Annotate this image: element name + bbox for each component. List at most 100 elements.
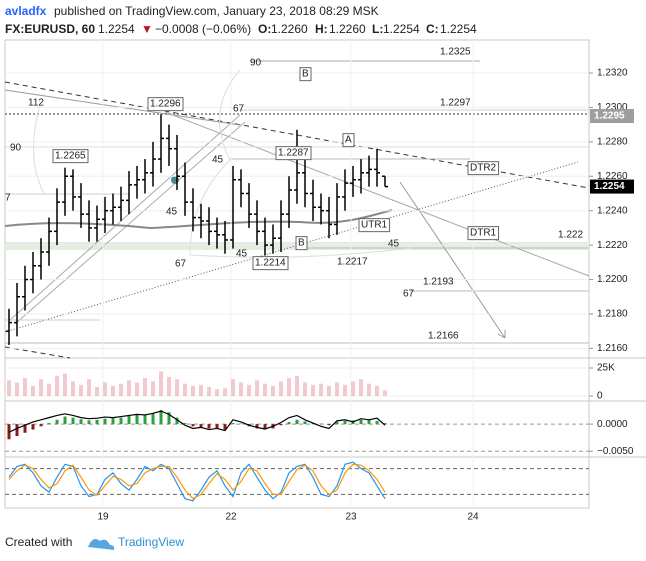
c-label: C: (426, 22, 439, 36)
volume-bar (151, 381, 155, 396)
y-tick-label: 1.2320 (597, 68, 628, 79)
marks: 1.21601.21801.22001.22201.22401.22601.22… (5, 40, 634, 523)
o-label: O: (258, 22, 271, 36)
quote-line: FX:EURUSD, 60 1.2254 ▼ −0.0008 (−0.06%) … (5, 22, 477, 36)
annotation: 1.2214 (255, 258, 286, 269)
histogram-bar (71, 417, 75, 425)
o: 1.2260 (271, 22, 308, 36)
h-label: H: (315, 22, 328, 36)
histogram-bar (207, 424, 211, 429)
volume-bar (135, 382, 139, 396)
volume-bar (319, 383, 323, 396)
annotation: 1.2265 (55, 151, 86, 162)
histogram-bar (87, 420, 91, 425)
annotation: A (345, 135, 352, 146)
histogram-bar (191, 424, 195, 427)
histogram-bar (167, 412, 171, 425)
annotation-box (295, 236, 308, 251)
volume-bar (87, 379, 91, 396)
volume-bar (159, 371, 163, 396)
histogram-bar (39, 424, 43, 427)
histogram-bar (295, 419, 299, 425)
annotation: 45 (166, 207, 178, 218)
last: 1.2254 (98, 22, 135, 36)
y-tick-label: 0.0000 (597, 419, 628, 430)
volume-bar (71, 381, 75, 396)
histogram-bar (279, 424, 283, 426)
volume-bar (231, 379, 235, 396)
volume-bar (183, 383, 187, 396)
y-tick-label: −0.0050 (597, 446, 634, 457)
histogram-bar (255, 424, 259, 429)
symbol: FX:EURUSD, 60 (5, 22, 95, 36)
volume-bar (207, 387, 211, 396)
published: published on TradingView.com, January 23… (54, 4, 379, 18)
annotation-box (252, 256, 289, 271)
annotation-box (342, 133, 355, 148)
histogram-bar (127, 416, 131, 425)
x-tick-label: 19 (97, 512, 109, 523)
price-label: 1.2295 (594, 111, 625, 122)
histogram-bar (175, 417, 179, 425)
annotation: 1.222 (558, 230, 583, 241)
annotation-box (299, 67, 312, 82)
volume-bar (223, 388, 227, 396)
volume-bar (375, 385, 379, 396)
histogram-bar (335, 421, 339, 425)
series-line (8, 410, 386, 433)
histogram-bar (231, 423, 235, 425)
histogram-bar (31, 424, 35, 430)
annotation: B (302, 69, 309, 80)
histogram-bar (55, 419, 59, 425)
l: 1.2254 (383, 22, 420, 36)
l-label: L: (372, 22, 383, 36)
annotation: 67 (233, 104, 245, 115)
histogram-bar (47, 423, 51, 425)
price-label: 1.2254 (594, 181, 625, 192)
histogram-bar (159, 410, 163, 425)
histogram-bar (263, 424, 267, 430)
y-tick-label: 25K (597, 363, 615, 374)
volume-bar (103, 382, 107, 396)
histogram-bar (135, 414, 139, 425)
volume-bar (255, 380, 259, 396)
annotation: 1.2325 (440, 47, 471, 58)
annotation-box (467, 161, 500, 176)
annotation-box (275, 146, 312, 161)
annotation: B (298, 238, 305, 249)
author: avladfx (5, 4, 47, 18)
histogram-bar (151, 413, 155, 425)
x-tick-label: 24 (467, 512, 479, 523)
volume-bar (127, 380, 131, 396)
annotation: 7 (5, 193, 11, 204)
volume-bar (287, 378, 291, 396)
annotation-box (147, 97, 184, 112)
c: 1.2254 (440, 22, 477, 36)
volume-bar (199, 384, 203, 396)
volume-bar (143, 378, 147, 396)
annotation: 1.2296 (150, 99, 181, 110)
annotation: 45 (388, 239, 400, 250)
volume-bar (47, 383, 51, 396)
arrow: ▼ (141, 22, 153, 36)
h: 1.2260 (329, 22, 366, 36)
volume-bar (191, 385, 195, 396)
histogram-bar (223, 424, 227, 430)
annotation-box (52, 149, 89, 164)
volume-bar (167, 376, 171, 396)
channel-line (9, 114, 241, 321)
volume-bar (215, 389, 219, 396)
volume-bar (111, 385, 115, 396)
annotation: 45 (236, 249, 248, 260)
volume-bar (335, 382, 339, 396)
histogram-bar (215, 424, 219, 429)
channel-line (4, 161, 579, 333)
volume-bar (63, 373, 67, 396)
volume-bar (367, 383, 371, 396)
histogram-bar (303, 421, 307, 425)
histogram-bar (143, 414, 147, 425)
volume-bar (383, 390, 387, 396)
histogram-bar (319, 423, 323, 425)
fib-arc (189, 69, 411, 258)
